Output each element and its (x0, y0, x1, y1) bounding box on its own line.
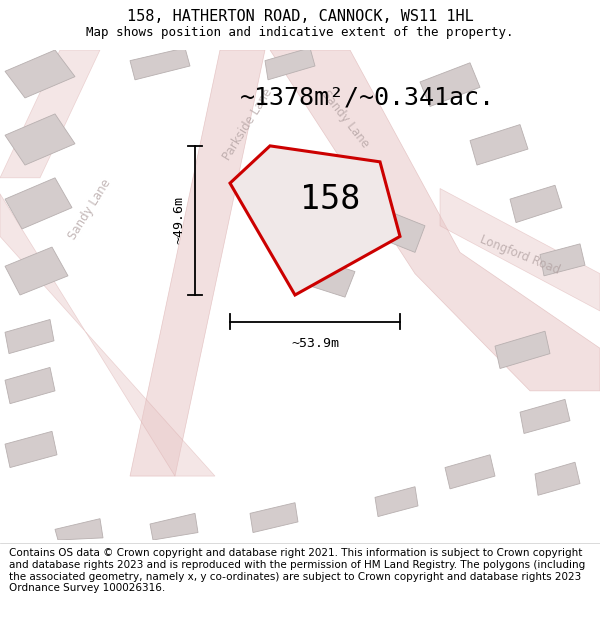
Polygon shape (470, 124, 528, 165)
Text: Sandy Lane: Sandy Lane (319, 88, 371, 151)
Text: Parkside Lane: Parkside Lane (221, 86, 275, 163)
Polygon shape (250, 503, 298, 532)
Text: Longford Road: Longford Road (478, 232, 562, 276)
Polygon shape (5, 319, 54, 354)
Polygon shape (150, 513, 198, 540)
Text: ~53.9m: ~53.9m (291, 336, 339, 349)
Polygon shape (375, 487, 418, 517)
Text: 158: 158 (300, 182, 360, 216)
Polygon shape (270, 50, 600, 391)
Text: ~1378m²/~0.341ac.: ~1378m²/~0.341ac. (240, 86, 495, 110)
Polygon shape (265, 48, 315, 80)
Text: 158, HATHERTON ROAD, CANNOCK, WS11 1HL: 158, HATHERTON ROAD, CANNOCK, WS11 1HL (127, 9, 473, 24)
Polygon shape (495, 331, 550, 369)
Polygon shape (440, 189, 600, 311)
Polygon shape (375, 210, 425, 252)
Polygon shape (535, 462, 580, 495)
Polygon shape (5, 178, 72, 229)
Polygon shape (420, 62, 480, 106)
Polygon shape (5, 114, 75, 165)
Polygon shape (445, 455, 495, 489)
Polygon shape (130, 50, 265, 476)
Polygon shape (0, 50, 100, 178)
Polygon shape (5, 431, 57, 468)
Polygon shape (5, 368, 55, 404)
Text: Contains OS data © Crown copyright and database right 2021. This information is : Contains OS data © Crown copyright and d… (9, 549, 585, 593)
Polygon shape (305, 259, 355, 297)
Text: ~49.6m: ~49.6m (172, 196, 185, 244)
Text: Sandy Lane: Sandy Lane (66, 177, 114, 242)
Polygon shape (130, 48, 190, 80)
Text: Map shows position and indicative extent of the property.: Map shows position and indicative extent… (86, 26, 514, 39)
Polygon shape (5, 50, 75, 98)
Polygon shape (55, 519, 103, 540)
Polygon shape (5, 247, 68, 295)
Polygon shape (0, 194, 215, 476)
Polygon shape (300, 194, 350, 236)
Polygon shape (540, 244, 585, 276)
Polygon shape (520, 399, 570, 434)
Polygon shape (510, 185, 562, 222)
Polygon shape (230, 146, 400, 295)
